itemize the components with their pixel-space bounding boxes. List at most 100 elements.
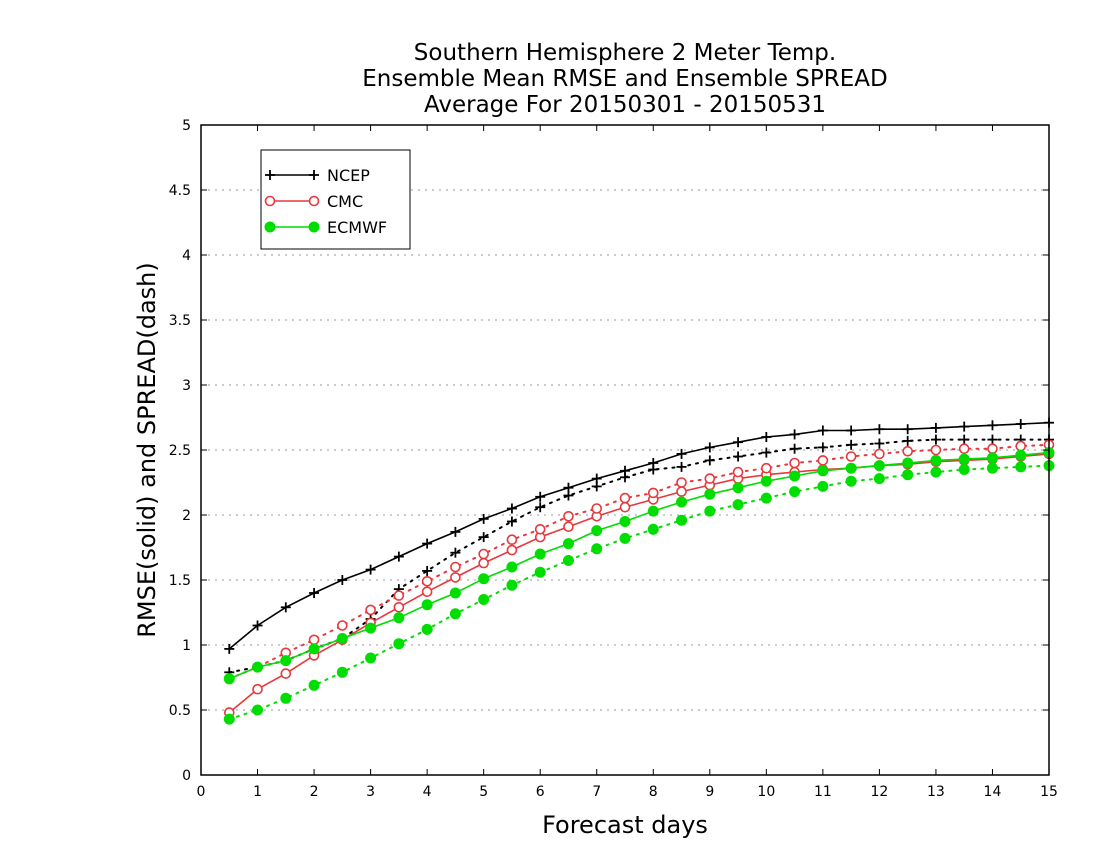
title-line-3: Average For 20150301 - 20150531 xyxy=(424,92,826,118)
point-ncep-spread xyxy=(563,490,574,501)
point-cmc-spread xyxy=(393,590,405,601)
legend-label-cmc: CMC xyxy=(327,192,363,211)
point-cmc-spread xyxy=(337,620,348,631)
point-ecmwf-spread xyxy=(732,499,744,511)
point-ecmwf-rmse xyxy=(393,612,405,624)
point-ncep-spread xyxy=(733,451,744,462)
point-cmc-spread xyxy=(845,451,857,462)
point-cmc-spread xyxy=(308,634,320,646)
x-axis-label: Forecast days xyxy=(542,811,708,839)
legend: NCEP CMC ECMWF xyxy=(260,149,411,250)
series-ecmwf-spread xyxy=(223,460,1055,725)
x-tick-label: 8 xyxy=(649,784,658,800)
point-ecmwf-spread xyxy=(647,523,659,535)
point-ncep-spread xyxy=(620,472,630,483)
x-tick-label: 0 xyxy=(197,784,206,800)
point-cmc-spread xyxy=(534,523,546,535)
point-cmc-spread xyxy=(874,448,885,460)
point-ecmwf-spread xyxy=(308,679,320,691)
point-cmc-spread xyxy=(930,444,942,456)
y-tick-label: 3.5 xyxy=(169,313,191,329)
point-cmc-spread xyxy=(450,561,461,573)
point-ncep-spread xyxy=(535,502,546,513)
point-ncep-spread xyxy=(676,461,687,472)
point-ncep-spread xyxy=(817,442,828,453)
point-ecmwf-rmse xyxy=(1015,449,1027,461)
y-tick-label: 0 xyxy=(182,768,191,784)
point-ncep-rmse xyxy=(252,620,263,631)
point-ncep-spread xyxy=(846,439,857,450)
point-ncep-spread xyxy=(648,464,659,475)
legend-marker-ecmwf xyxy=(264,221,276,233)
point-ecmwf-spread xyxy=(336,666,348,678)
point-ncep-spread xyxy=(959,434,970,445)
y-tick-label: 3 xyxy=(182,378,191,394)
point-ncep-rmse xyxy=(506,503,517,514)
point-ecmwf-rmse xyxy=(958,453,970,465)
point-cmc-rmse xyxy=(619,501,631,513)
point-ecmwf-spread xyxy=(591,543,603,555)
legend-label-ecmwf: ECMWF xyxy=(327,218,387,237)
point-ncep-rmse xyxy=(789,429,800,440)
point-ecmwf-rmse xyxy=(930,454,942,466)
point-ecmwf-spread xyxy=(280,692,292,704)
point-cmc-spread xyxy=(506,534,518,546)
x-tick-label: 1 xyxy=(253,784,262,800)
point-cmc-rmse xyxy=(676,486,687,497)
point-cmc-rmse xyxy=(421,586,433,598)
point-ecmwf-spread xyxy=(252,704,264,716)
point-ncep-spread xyxy=(478,532,489,543)
point-ecmwf-rmse xyxy=(704,488,716,500)
series-layer xyxy=(223,417,1055,725)
point-ncep-rmse xyxy=(987,420,998,431)
legend-marker-cmc xyxy=(264,195,276,207)
point-ncep-rmse xyxy=(874,424,885,435)
point-ncep-spread xyxy=(422,565,433,576)
point-ecmwf-spread xyxy=(873,473,885,485)
x-tick-label: 6 xyxy=(536,784,545,800)
point-ncep-rmse xyxy=(846,425,857,436)
x-tick-label: 2 xyxy=(310,784,319,800)
point-ncep-spread xyxy=(506,516,517,527)
point-cmc-spread xyxy=(421,575,433,587)
point-ncep-rmse xyxy=(535,491,546,502)
point-cmc-spread xyxy=(902,445,913,457)
point-cmc-rmse xyxy=(393,601,405,613)
line-cmc-spread xyxy=(228,443,1050,680)
point-ncep-rmse xyxy=(280,602,291,613)
point-ecmwf-spread xyxy=(223,713,235,725)
legend-box xyxy=(260,149,411,250)
point-ecmwf-spread xyxy=(1015,461,1027,473)
point-ncep-rmse xyxy=(337,575,348,585)
point-cmc-rmse xyxy=(563,521,574,533)
point-ecmwf-spread xyxy=(478,594,490,605)
point-ecmwf-spread xyxy=(986,462,998,474)
point-ecmwf-rmse xyxy=(732,482,744,494)
point-ncep-rmse xyxy=(930,422,941,433)
legend-marker-ncep xyxy=(309,170,319,180)
y-tick-label: 0.5 xyxy=(169,703,191,719)
y-tick-label: 2 xyxy=(182,508,191,524)
point-ncep-rmse xyxy=(478,513,489,524)
point-cmc-rmse xyxy=(280,668,292,679)
point-ncep-spread xyxy=(930,434,941,445)
point-cmc-rmse xyxy=(506,544,518,556)
point-ecmwf-spread xyxy=(449,608,461,620)
point-ecmwf-spread xyxy=(393,638,405,650)
point-ecmwf-spread xyxy=(534,566,546,578)
point-ecmwf-rmse xyxy=(223,673,235,685)
point-ecmwf-rmse xyxy=(534,548,546,560)
point-cmc-spread xyxy=(563,510,574,522)
point-ecmwf-rmse xyxy=(308,643,320,655)
point-ecmwf-rmse xyxy=(365,622,377,634)
point-ncep-spread xyxy=(987,434,998,445)
point-cmc-spread xyxy=(647,487,659,499)
point-ecmwf-rmse xyxy=(845,462,857,474)
point-ncep-spread xyxy=(874,438,885,449)
y-tick-label: 1.5 xyxy=(169,573,191,589)
y-tick-label: 1 xyxy=(182,638,191,654)
point-ecmwf-rmse xyxy=(421,599,433,611)
point-ecmwf-spread xyxy=(421,623,433,635)
point-ecmwf-rmse xyxy=(562,538,574,550)
point-ncep-rmse xyxy=(733,437,744,448)
